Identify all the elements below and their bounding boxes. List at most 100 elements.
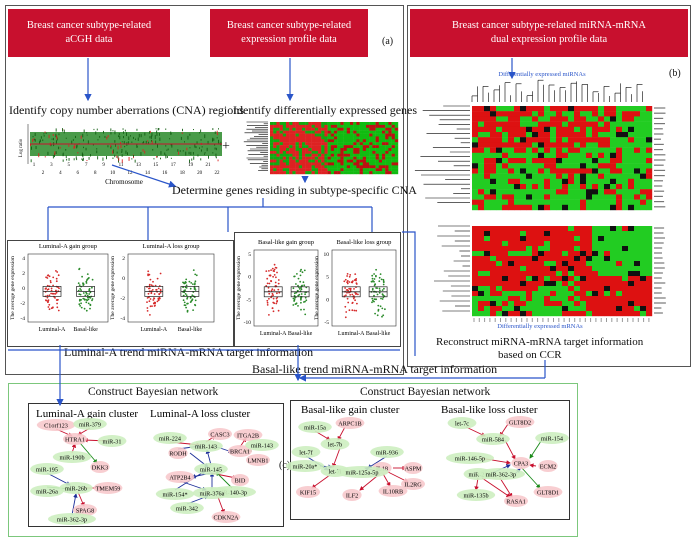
acgh-point xyxy=(110,145,112,149)
mrna-heat-cell xyxy=(544,276,551,282)
boxplot-point xyxy=(381,315,383,318)
heat-cell xyxy=(382,142,386,146)
heat-cell xyxy=(346,150,351,154)
boxplot-point xyxy=(78,303,81,306)
arrow-side-to-basal xyxy=(402,231,416,356)
mrna-heat-cell xyxy=(598,281,605,287)
heat-cell xyxy=(308,136,312,140)
mrna-heat-cell xyxy=(484,291,491,297)
heat-cell xyxy=(362,159,367,163)
mrna-heat-cell xyxy=(478,241,485,247)
mrna-heat-cell xyxy=(544,306,551,312)
mirna-heat-cell xyxy=(592,204,599,211)
mrna-heat-cell xyxy=(484,296,491,302)
mrna-heat-cell xyxy=(478,236,485,242)
boxplot-point xyxy=(191,299,194,301)
mrna-heat-cell xyxy=(550,281,557,287)
mirna-heat-cell xyxy=(472,121,479,127)
mirna-heat-cell xyxy=(514,116,521,122)
heat-cell xyxy=(340,122,344,126)
mrna-heat-cell xyxy=(640,236,647,242)
boxplot-point xyxy=(303,308,305,311)
mrna-heat-cell xyxy=(508,281,515,287)
mrna-heat-cell xyxy=(478,306,485,312)
mrna-heat-cell xyxy=(610,241,617,247)
heat-cell xyxy=(382,159,386,163)
heat-cell xyxy=(314,139,319,143)
heat-cell xyxy=(375,156,379,160)
heat-cell xyxy=(353,162,357,166)
heat-cell xyxy=(327,133,331,137)
heat-cell xyxy=(366,156,370,160)
heat-cell xyxy=(356,150,360,154)
heat-cell xyxy=(350,133,354,137)
heat-cell xyxy=(302,136,306,140)
network-node-label: CPA3 xyxy=(514,460,529,467)
heat-cell xyxy=(350,148,354,152)
mrna-heat-cell xyxy=(472,261,479,267)
heat-cell xyxy=(391,162,395,166)
mrna-heat-cell xyxy=(532,276,539,282)
heat-cell xyxy=(321,124,325,128)
mrna-heat-cell xyxy=(490,286,497,292)
heat-cell xyxy=(388,159,392,163)
heat-cell xyxy=(282,133,287,137)
heat-cell xyxy=(286,130,290,134)
acgh-point xyxy=(35,146,37,150)
boxplot-point xyxy=(47,300,49,302)
heat-cell xyxy=(334,162,338,166)
boxplot-point xyxy=(147,292,150,295)
network-node-bg xyxy=(335,466,389,478)
heat-cell xyxy=(366,159,370,163)
mirna-heat-cell xyxy=(640,199,647,205)
mirna-heat-cell xyxy=(550,194,557,200)
boxplot-point xyxy=(157,298,160,301)
boxplot-point xyxy=(159,272,162,275)
mrna-heat-cell xyxy=(622,236,629,242)
network-node-label: miR-154* xyxy=(162,491,187,498)
mrna-heat-cell xyxy=(550,261,557,267)
network-node-bg xyxy=(194,463,228,475)
mrna-heat-cell xyxy=(520,231,527,237)
acgh-point xyxy=(83,129,85,133)
mirna-heat-cell xyxy=(550,158,557,164)
acgh-point xyxy=(187,135,189,140)
mrna-heat-cell xyxy=(472,286,479,292)
heat-cell xyxy=(286,159,290,163)
mrna-heat-cell xyxy=(490,266,497,272)
heat-cell xyxy=(324,136,328,140)
luminal-boxplot-frame xyxy=(7,240,234,347)
mrna-heat-cell xyxy=(580,246,587,252)
mrna-heat-cell xyxy=(628,246,635,252)
boxplot-axes xyxy=(127,253,215,323)
mirna-heat-cell xyxy=(592,199,599,205)
mirna-heat-cell xyxy=(592,137,599,143)
network-edge xyxy=(504,439,516,460)
mrna-heat-cell xyxy=(532,246,539,252)
heat-cell xyxy=(270,133,274,137)
acgh-point xyxy=(107,135,109,138)
mirna-heat-cell xyxy=(526,126,533,133)
mrna-heat-cell xyxy=(598,256,605,262)
mirna-mrna-data-box: Breast cancer subtype-related miRNA-mRNA… xyxy=(410,9,688,57)
boxplot-point xyxy=(182,294,185,297)
mrna-heat-cell xyxy=(622,241,629,247)
mirna-heat-cell xyxy=(514,184,521,190)
heat-cell xyxy=(382,165,386,169)
mrna-heat-cell xyxy=(532,241,539,247)
boxplot-point xyxy=(47,301,49,304)
acgh-point xyxy=(32,138,34,142)
acgh-point xyxy=(56,136,58,140)
acgh-point xyxy=(47,151,49,155)
heat-cell xyxy=(324,165,328,169)
heat-cell xyxy=(369,136,373,140)
heat-cell xyxy=(391,127,395,131)
mirna-heat-cell xyxy=(502,173,509,179)
mrna-heat-cell xyxy=(490,241,497,247)
heat-cell xyxy=(350,153,354,157)
mrna-heat-cell xyxy=(520,291,527,297)
mirna-heat-cell xyxy=(634,106,641,112)
boxplot-ytick: 4 xyxy=(22,256,25,262)
mirna-heat-cell xyxy=(490,184,497,190)
